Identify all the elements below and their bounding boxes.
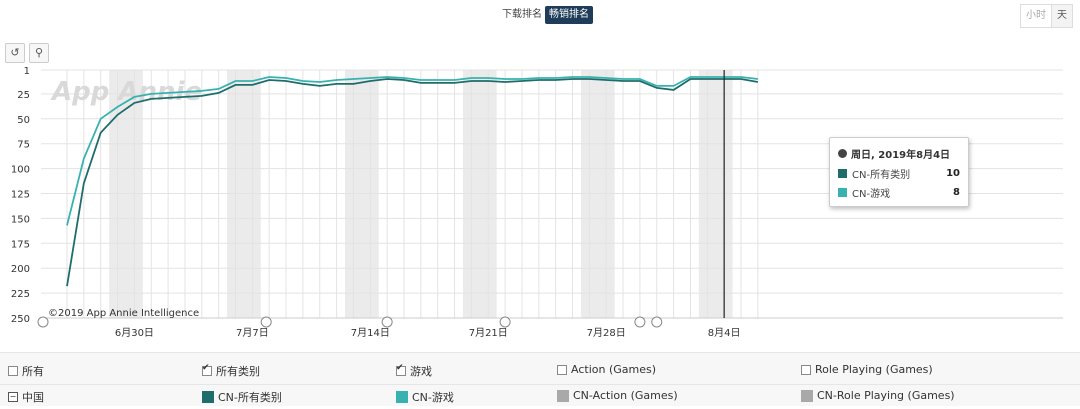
event-marker-icon <box>381 316 393 328</box>
filter-games[interactable]: 游戏 <box>396 363 432 379</box>
granularity-day[interactable]: 天 <box>1051 5 1072 27</box>
series-lines <box>66 76 759 287</box>
y-tick-label: 225 <box>11 289 30 300</box>
legend-label: CN-游戏 <box>412 391 454 404</box>
tooltip-row-games: CN-游戏 8 <box>838 185 960 200</box>
series-color-swatch <box>838 188 847 197</box>
series-legend-row: − 中国 CN-所有类别 CN-游戏 CN-Action (Games) CN-… <box>0 384 1080 409</box>
country-china[interactable]: − 中国 <box>8 389 44 405</box>
legend-label: CN-Role Playing (Games) <box>817 389 955 402</box>
series-line <box>66 78 759 287</box>
tab-grossing-rank[interactable]: 畅销排名 <box>545 6 593 24</box>
x-axis-tick-labels: 6月30日 7月7日 7月14日 7月21日 7月28日 8月4日 <box>115 327 741 339</box>
copyright-text: ©2019 App Annie Intelligence <box>48 308 199 319</box>
series-color-swatch <box>838 169 847 178</box>
x-tick-label: 7月7日 <box>236 327 269 339</box>
y-tick-label: 125 <box>11 190 30 201</box>
legend-item-cn-role-playing[interactable]: CN-Role Playing (Games) <box>801 389 955 402</box>
event-marker-icon <box>634 316 646 328</box>
filter-all-categories[interactable]: 所有类别 <box>202 363 260 379</box>
y-tick-label: 50 <box>17 115 30 126</box>
legend-label: CN-Action (Games) <box>573 389 678 402</box>
tooltip-series-value: 10 <box>946 168 960 179</box>
tooltip-series-value: 8 <box>953 187 960 198</box>
magnifier-icon: ⚲ <box>34 46 44 59</box>
checkbox[interactable] <box>396 363 406 376</box>
series-line <box>66 76 759 226</box>
x-tick-label: 7月14日 <box>351 327 390 339</box>
category-filter-row: 所有 所有类别 游戏 Action (Games) Role Playing (… <box>0 359 1080 383</box>
filter-role-playing-games[interactable]: Role Playing (Games) <box>801 363 933 376</box>
y-tick-label: 25 <box>17 90 30 101</box>
x-tick-label: 7月28日 <box>587 327 626 339</box>
legend-item-cn-games[interactable]: CN-游戏 <box>396 389 454 405</box>
tooltip-series-name: CN-游戏 <box>852 189 891 200</box>
filter-action-games[interactable]: Action (Games) <box>557 363 656 376</box>
series-color-swatch <box>396 391 408 403</box>
checkbox[interactable] <box>202 363 212 376</box>
zoom-button[interactable]: ⚲ <box>29 43 49 63</box>
checkbox[interactable] <box>801 364 811 375</box>
filter-label: 所有 <box>22 365 44 378</box>
granularity-switch: 小时 天 <box>1020 4 1073 28</box>
event-marker-icon <box>260 316 272 328</box>
legend-label: CN-所有类别 <box>218 391 282 404</box>
y-tick-label: 75 <box>17 140 30 151</box>
event-marker-icon <box>499 316 511 328</box>
legend-panel: 所有 所有类别 游戏 Action (Games) Role Playing (… <box>0 352 1080 406</box>
y-tick-label: 150 <box>11 214 30 225</box>
country-label: 中国 <box>22 391 44 404</box>
undo-icon: ↺ <box>10 46 20 59</box>
filter-label: 游戏 <box>410 365 432 378</box>
x-tick-label: 6月30日 <box>115 327 154 339</box>
y-tick-label: 1 <box>24 66 30 77</box>
reset-zoom-button[interactable]: ↺ <box>5 43 25 63</box>
collapse-icon[interactable]: − <box>8 392 18 402</box>
granularity-hour[interactable]: 小时 <box>1026 10 1046 21</box>
filter-all[interactable]: 所有 <box>8 363 44 379</box>
checkbox[interactable] <box>557 364 567 375</box>
series-color-swatch <box>557 389 569 402</box>
y-tick-label: 175 <box>11 239 30 250</box>
event-marker-icon <box>651 316 663 328</box>
tooltip-title: 周日, 2019年8月4日 <box>838 146 950 161</box>
series-color-swatch <box>202 391 214 403</box>
tooltip-row-all: CN-所有类别 10 <box>838 166 960 181</box>
event-markers <box>37 316 663 328</box>
filter-label: 所有类别 <box>216 365 260 378</box>
filter-label: Action (Games) <box>571 363 657 376</box>
x-tick-label: 8月4日 <box>708 327 741 339</box>
tooltip-series-name: CN-所有类别 <box>852 170 911 181</box>
filter-label: Role Playing (Games) <box>815 363 933 376</box>
series-color-swatch <box>801 389 813 402</box>
tab-downloads-rank[interactable]: 下载排名 <box>502 9 542 20</box>
checkbox[interactable] <box>8 366 18 376</box>
x-tick-label: 7月21日 <box>469 327 508 339</box>
y-tick-label: 200 <box>11 264 30 275</box>
tooltip: 周日, 2019年8月4日 CN-所有类别 10 CN-游戏 8 <box>829 137 969 207</box>
legend-item-cn-all[interactable]: CN-所有类别 <box>202 389 282 405</box>
y-tick-label: 100 <box>11 165 30 176</box>
tooltip-date: 周日, 2019年8月4日 <box>851 150 951 161</box>
y-tick-label: 250 <box>11 314 30 325</box>
ranking-tabs: 下载排名 畅销排名 <box>0 6 1080 26</box>
event-marker-icon <box>37 316 49 328</box>
legend-item-cn-action[interactable]: CN-Action (Games) <box>557 389 678 402</box>
globe-icon <box>838 149 847 158</box>
